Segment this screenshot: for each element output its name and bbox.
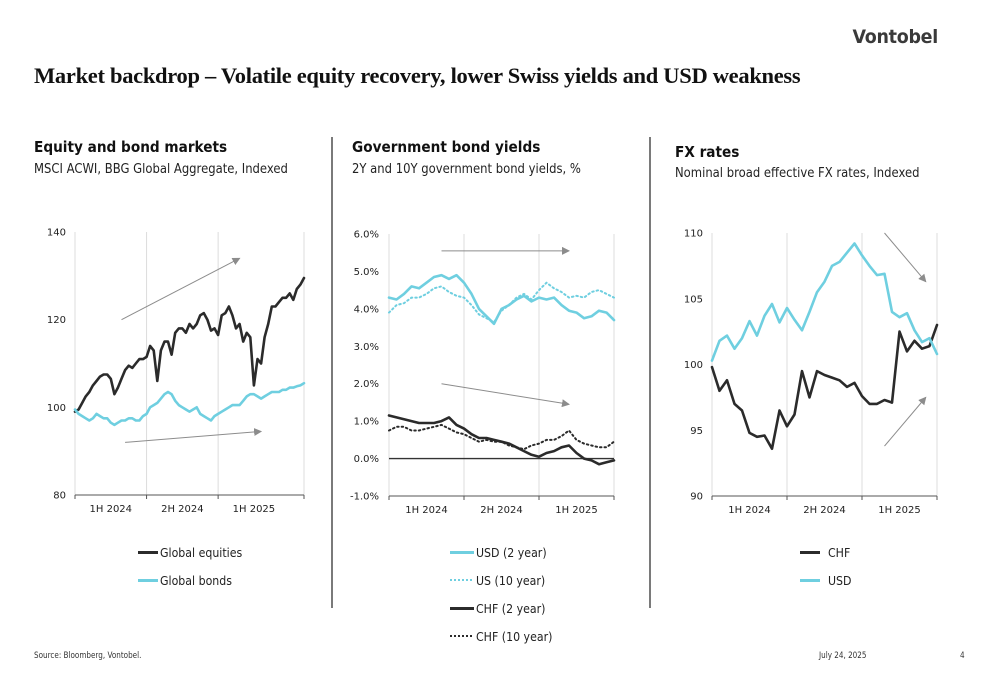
legend-item-chf-10y: CHF (10 year) xyxy=(450,622,563,650)
series-line-us-10-year xyxy=(388,281,615,323)
legend-item-usd-2y: USD (2 year) xyxy=(450,538,563,566)
x-tick-label: 1H 2025 xyxy=(555,505,598,516)
legend-fx-rates: CHF USD xyxy=(800,538,855,594)
legend-item-chf: CHF xyxy=(800,538,855,566)
footer-date: July 24, 2025 xyxy=(819,651,867,661)
x-tick-label: 1H 2024 xyxy=(90,504,133,515)
trend-arrow xyxy=(125,428,263,443)
legend-swatch-solid-blue xyxy=(450,550,474,554)
trend-arrow xyxy=(441,383,570,408)
y-tick-label: 4.0% xyxy=(354,304,379,315)
panel-subtitle-fx-rates: Nominal broad effective FX rates, Indexe… xyxy=(675,165,920,181)
legend-swatch-dotted-dark xyxy=(450,635,472,637)
page-title: Market backdrop – Volatile equity recove… xyxy=(34,63,801,88)
trend-arrow xyxy=(884,396,927,447)
x-tick-label: 1H 2024 xyxy=(405,505,448,516)
y-tick-label: 95 xyxy=(690,426,703,437)
y-tick-label: 140 xyxy=(47,228,66,239)
footer-page-number: 4 xyxy=(960,651,965,661)
trend-arrow xyxy=(884,232,927,283)
panel-divider-1 xyxy=(331,137,333,608)
x-tick-label: 2H 2024 xyxy=(161,504,204,515)
series-line-global-equities xyxy=(73,276,306,414)
legend-swatch-solid-dark xyxy=(138,550,158,554)
y-tick-label: 6.0% xyxy=(354,230,379,241)
series-line-usd-2-year xyxy=(387,273,616,326)
x-tick-label: 1H 2024 xyxy=(728,505,771,516)
series-line-chf-2-year xyxy=(387,414,616,466)
panel-title-bond-yields: Government bond yields xyxy=(352,138,541,156)
legend-item-global-bonds: Global bonds xyxy=(138,566,253,594)
legend-bond-yields: USD (2 year) US (10 year) CHF (2 year) C… xyxy=(450,538,563,650)
legend-swatch-dotted-blue xyxy=(450,579,472,581)
panel-subtitle-equity-bond: MSCI ACWI, BBG Global Aggregate, Indexed xyxy=(34,161,288,177)
y-tick-label: 3.0% xyxy=(354,342,379,353)
x-tick-label: 2H 2024 xyxy=(480,505,523,516)
panel-divider-2 xyxy=(649,137,651,608)
footer-source: Source: Bloomberg, Vontobel. xyxy=(34,651,142,661)
legend-item-usd: USD xyxy=(800,566,855,594)
panel-title-fx-rates: FX rates xyxy=(675,143,740,161)
legend-swatch-solid-blue xyxy=(800,578,820,582)
y-tick-label: 100 xyxy=(47,403,66,414)
y-tick-label: 5.0% xyxy=(354,267,379,278)
y-tick-label: 110 xyxy=(684,229,703,240)
legend-equity-bond: Global equities Global bonds xyxy=(138,538,253,594)
series-line-chf-10-year xyxy=(388,423,615,451)
panel-subtitle-bond-yields: 2Y and 10Y government bond yields, % xyxy=(352,161,581,177)
brand-logo: Vontobel xyxy=(852,26,938,48)
y-tick-label: 105 xyxy=(684,294,703,305)
y-tick-label: 90 xyxy=(690,492,703,503)
x-tick-label: 1H 2025 xyxy=(233,504,276,515)
y-tick-label: 80 xyxy=(53,491,66,502)
trend-arrow xyxy=(121,257,241,321)
series-line-global-bonds xyxy=(73,381,306,427)
series-line-usd xyxy=(710,242,939,362)
y-tick-label: 100 xyxy=(684,360,703,371)
legend-swatch-solid-blue xyxy=(138,578,158,582)
y-tick-label: 1.0% xyxy=(354,417,379,428)
y-tick-label: 2.0% xyxy=(354,379,379,390)
y-tick-label: 120 xyxy=(47,315,66,326)
x-tick-label: 1H 2025 xyxy=(878,505,921,516)
panel-title-equity-bond: Equity and bond markets xyxy=(34,138,228,156)
legend-swatch-solid-dark xyxy=(800,550,820,554)
series-line-chf xyxy=(710,323,939,451)
x-tick-label: 2H 2024 xyxy=(803,505,846,516)
legend-item-global-equities: Global equities xyxy=(138,538,253,566)
legend-swatch-solid-dark xyxy=(450,606,474,610)
legend-item-us-10y: US (10 year) xyxy=(450,566,563,594)
y-tick-label: 0.0% xyxy=(354,454,379,465)
y-tick-label: -1.0% xyxy=(350,492,379,503)
legend-item-chf-2y: CHF (2 year) xyxy=(450,594,563,622)
